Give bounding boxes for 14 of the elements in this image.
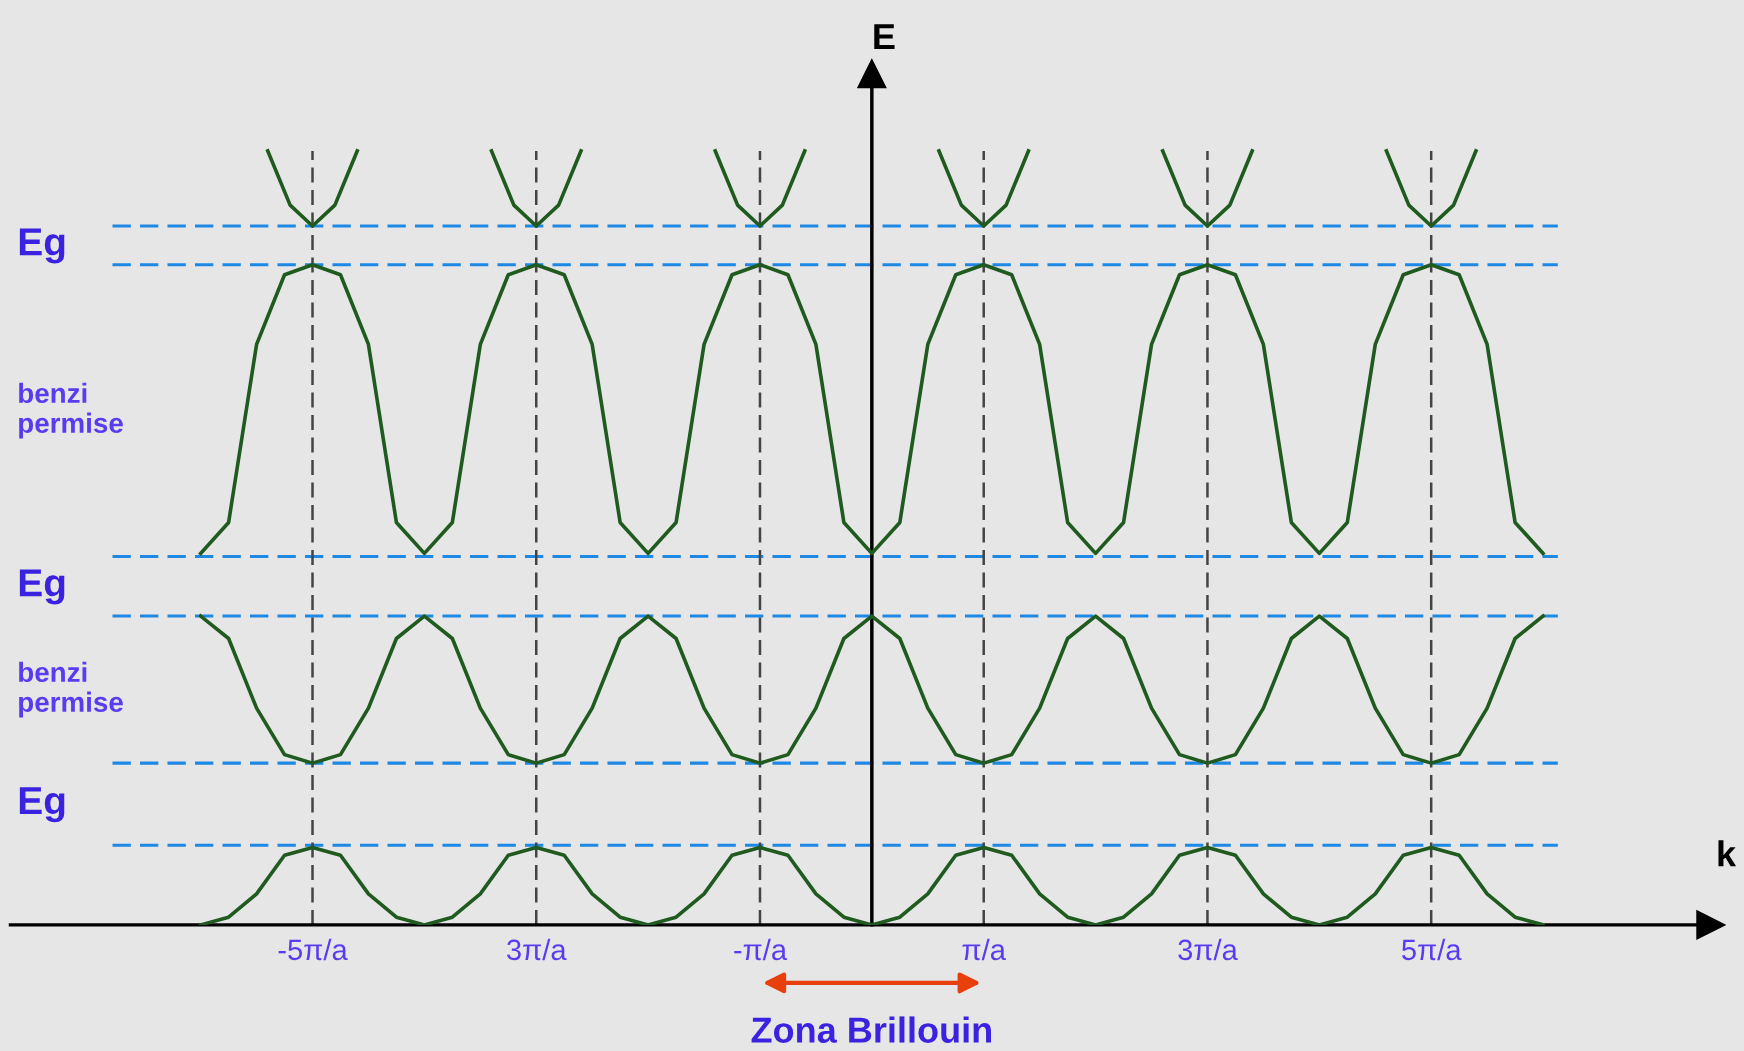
x-axis-title: k — [1718, 840, 1737, 867]
annotation: Eg — [19, 569, 65, 605]
annotation: benzi permise — [19, 661, 123, 718]
text: Zona Brillouin — [751, 1016, 991, 1043]
x-tick-label: -π/a — [734, 938, 788, 961]
x-tick-label: π/a — [962, 938, 1006, 961]
annotation: Eg — [19, 228, 65, 264]
x-tick-label: 3π/a — [507, 938, 567, 961]
x-tick-label: 5π/a — [1402, 938, 1462, 961]
y-axis-title: E — [874, 24, 895, 50]
x-tick-label: 3π/a — [1178, 938, 1238, 961]
x-tick-label: -5π/a — [278, 938, 348, 961]
annotation: benzi permise — [19, 382, 123, 439]
annotation: Eg — [19, 787, 65, 823]
